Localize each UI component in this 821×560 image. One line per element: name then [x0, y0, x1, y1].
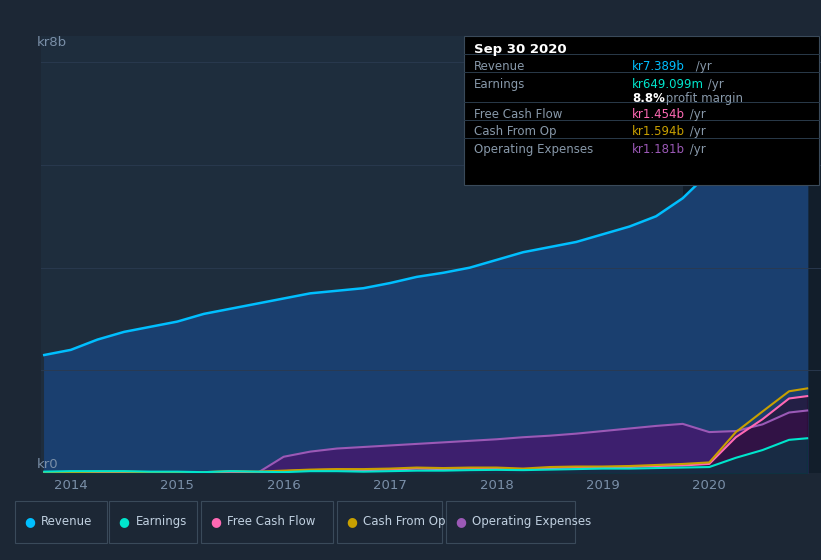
Text: ●: ● — [210, 515, 222, 529]
Text: /yr: /yr — [704, 78, 723, 91]
Text: Sep 30 2020: Sep 30 2020 — [474, 43, 566, 56]
Text: kr649.099m: kr649.099m — [632, 78, 704, 91]
Text: kr8b: kr8b — [37, 36, 67, 49]
Text: kr7.389b: kr7.389b — [632, 60, 685, 73]
Text: Free Cash Flow: Free Cash Flow — [474, 108, 562, 120]
Text: profit margin: profit margin — [662, 92, 743, 105]
Text: /yr: /yr — [686, 143, 705, 156]
Text: Operating Expenses: Operating Expenses — [472, 515, 591, 529]
Text: kr1.594b: kr1.594b — [632, 125, 686, 138]
Text: /yr: /yr — [692, 60, 712, 73]
Text: ●: ● — [455, 515, 466, 529]
Text: Operating Expenses: Operating Expenses — [474, 143, 593, 156]
Text: ●: ● — [346, 515, 357, 529]
Text: ●: ● — [24, 515, 35, 529]
Text: kr0: kr0 — [37, 458, 59, 471]
Text: Free Cash Flow: Free Cash Flow — [227, 515, 316, 529]
Text: Earnings: Earnings — [474, 78, 525, 91]
Text: /yr: /yr — [686, 108, 705, 120]
Text: Cash From Op: Cash From Op — [474, 125, 556, 138]
Bar — [683, 36, 821, 473]
Text: Cash From Op: Cash From Op — [363, 515, 445, 529]
Text: ●: ● — [118, 515, 130, 529]
Text: Revenue: Revenue — [474, 60, 525, 73]
Text: Revenue: Revenue — [41, 515, 93, 529]
Text: kr1.454b: kr1.454b — [632, 108, 686, 120]
Text: Earnings: Earnings — [135, 515, 187, 529]
Text: 8.8%: 8.8% — [632, 92, 665, 105]
Text: /yr: /yr — [686, 125, 705, 138]
Text: kr1.181b: kr1.181b — [632, 143, 686, 156]
